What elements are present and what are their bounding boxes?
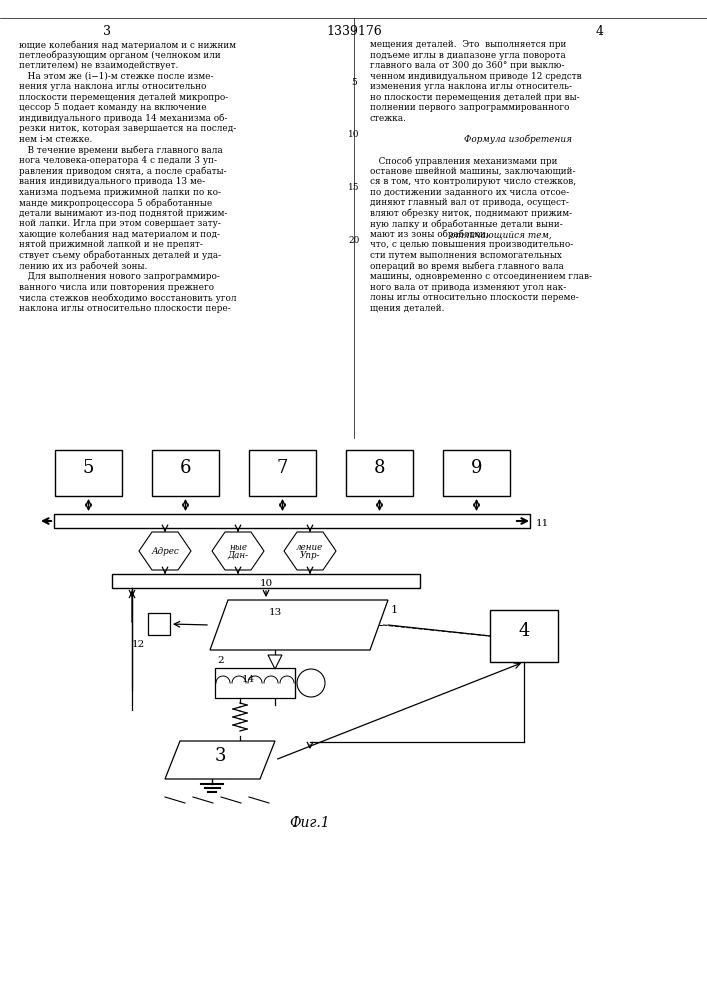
Text: 7: 7: [277, 459, 288, 477]
Text: вляют обрезку ниток, поднимают прижим-: вляют обрезку ниток, поднимают прижим-: [370, 209, 572, 218]
Text: 2: 2: [217, 656, 223, 665]
Text: 13: 13: [269, 608, 282, 617]
Text: 9: 9: [471, 459, 482, 477]
Text: ющие колебания над материалом и с нижним: ющие колебания над материалом и с нижним: [19, 40, 236, 49]
Text: индивидуального привода 14 механизма об-: индивидуального привода 14 механизма об-: [19, 114, 228, 123]
Text: лению их из рабочей зоны.: лению их из рабочей зоны.: [19, 262, 147, 271]
Text: ную лапку и обработанные детали выни-: ную лапку и обработанные детали выни-: [370, 219, 563, 229]
Text: Упр-: Упр-: [300, 550, 320, 560]
Text: 5: 5: [83, 459, 94, 477]
Text: по достижении заданного их числа отсое-: по достижении заданного их числа отсое-: [370, 188, 569, 197]
Text: ной лапки. Игла при этом совершает зату-: ной лапки. Игла при этом совершает зату-: [19, 219, 221, 228]
Text: 1: 1: [391, 605, 398, 615]
Polygon shape: [212, 532, 264, 570]
Text: 10: 10: [349, 130, 360, 139]
Bar: [346, 450, 413, 496]
Text: ханизма подъема прижимной лапки по ко-: ханизма подъема прижимной лапки по ко-: [19, 188, 221, 197]
Bar: [152, 450, 219, 496]
Bar: [54, 514, 530, 528]
Text: Дан-: Дан-: [228, 550, 249, 560]
Text: 11: 11: [536, 519, 549, 528]
Text: операций во время выбега главного вала: операций во время выбега главного вала: [370, 262, 564, 271]
Text: петлителем) не взаимодействует.: петлителем) не взаимодействует.: [19, 61, 178, 70]
Text: На этом же (i−1)-м стежке после изме-: На этом же (i−1)-м стежке после изме-: [19, 72, 214, 81]
Text: числа стежков необходимо восстановить угол: числа стежков необходимо восстановить уг…: [19, 293, 237, 303]
Text: ного вала от привода изменяют угол нак-: ного вала от привода изменяют угол нак-: [370, 283, 566, 292]
Text: 10: 10: [259, 579, 273, 588]
Bar: [148, 613, 170, 635]
Text: нятой прижимной лапкой и не препят-: нятой прижимной лапкой и не препят-: [19, 240, 203, 249]
Text: 3: 3: [214, 747, 226, 765]
Text: останове швейной машины, заключающий-: останове швейной машины, заключающий-: [370, 167, 575, 176]
Text: полнении первого запрограммированного: полнении первого запрограммированного: [370, 103, 569, 112]
Text: 4: 4: [518, 622, 530, 640]
Text: 4: 4: [596, 25, 604, 38]
Text: наклона иглы относительно плоскости пере-: наклона иглы относительно плоскости пере…: [19, 304, 230, 313]
Text: равления приводом снята, а после срабаты-: равления приводом снята, а после срабаты…: [19, 167, 227, 176]
Text: 8: 8: [374, 459, 385, 477]
Polygon shape: [284, 532, 336, 570]
Text: резки ниток, которая завершается на послед-: резки ниток, которая завершается на посл…: [19, 124, 236, 133]
Text: Формула изобретения: Формула изобретения: [464, 135, 572, 144]
Circle shape: [297, 669, 325, 697]
Text: Адрес: Адрес: [151, 546, 179, 556]
Text: щения деталей.: щения деталей.: [370, 304, 445, 313]
Text: ся в том, что контролируют число стежков,: ся в том, что контролируют число стежков…: [370, 177, 576, 186]
Text: манде микропроцессора 5 обработанные: манде микропроцессора 5 обработанные: [19, 198, 212, 208]
Polygon shape: [139, 532, 191, 570]
Text: ствует съему обработанных деталей и уда-: ствует съему обработанных деталей и уда-: [19, 251, 221, 260]
Text: ление: ление: [296, 542, 324, 552]
Text: мают из зоны обработки,: мают из зоны обработки,: [370, 230, 491, 239]
Text: 3: 3: [103, 25, 111, 38]
Bar: [112, 574, 420, 588]
Polygon shape: [268, 655, 282, 669]
Text: вания индивидуального привода 13 ме-: вания индивидуального привода 13 ме-: [19, 177, 205, 186]
Text: нога человека-оператора 4 с педали 3 уп-: нога человека-оператора 4 с педали 3 уп-: [19, 156, 217, 165]
Text: Для выполнения нового запрограммиро-: Для выполнения нового запрограммиро-: [19, 272, 220, 281]
Text: подъеме иглы в диапазоне угла поворота: подъеме иглы в диапазоне угла поворота: [370, 51, 566, 60]
Text: 1339176: 1339176: [326, 25, 382, 38]
Text: детали вынимают из-под поднятой прижим-: детали вынимают из-под поднятой прижим-: [19, 209, 228, 218]
Text: В течение времени выбега главного вала: В течение времени выбега главного вала: [19, 145, 223, 155]
Text: лоны иглы относительно плоскости переме-: лоны иглы относительно плоскости переме-: [370, 293, 579, 302]
Text: машины, одновременно с отсоединением глав-: машины, одновременно с отсоединением гла…: [370, 272, 592, 281]
Text: главного вала от 300 до 360° при выклю-: главного вала от 300 до 360° при выклю-: [370, 61, 564, 70]
Text: 6: 6: [180, 459, 192, 477]
Text: цессор 5 подает команду на включение: цессор 5 подает команду на включение: [19, 103, 206, 112]
Text: отличающийся тем,: отличающийся тем,: [450, 230, 551, 239]
Text: плоскости перемещения деталей микропро-: плоскости перемещения деталей микропро-: [19, 93, 228, 102]
Text: Способ управления механизмами при: Способ управления механизмами при: [370, 156, 558, 166]
Bar: [249, 450, 316, 496]
Text: петлеобразующим органом (челноком или: петлеобразующим органом (челноком или: [19, 51, 221, 60]
Text: что, с целью повышения производительно-: что, с целью повышения производительно-: [370, 240, 573, 249]
Text: хающие колебания над материалом и под-: хающие колебания над материалом и под-: [19, 230, 220, 239]
Polygon shape: [210, 600, 388, 650]
Text: изменения угла наклона иглы относитель-: изменения угла наклона иглы относитель-: [370, 82, 572, 91]
Text: нем i-м стежке.: нем i-м стежке.: [19, 135, 93, 144]
Text: мещения деталей.  Это  выполняется при: мещения деталей. Это выполняется при: [370, 40, 566, 49]
Polygon shape: [165, 741, 275, 779]
Text: ченном индивидуальном приводе 12 средств: ченном индивидуальном приводе 12 средств: [370, 72, 582, 81]
Text: 20: 20: [349, 236, 360, 245]
Text: 14: 14: [242, 676, 255, 684]
Text: 5: 5: [351, 78, 357, 87]
Text: сти путем выполнения вспомогательных: сти путем выполнения вспомогательных: [370, 251, 562, 260]
Text: но плоскости перемещения деталей при вы-: но плоскости перемещения деталей при вы-: [370, 93, 580, 102]
Bar: [443, 450, 510, 496]
Text: диняют главный вал от привода, осущест-: диняют главный вал от привода, осущест-: [370, 198, 569, 207]
Text: нения угла наклона иглы относительно: нения угла наклона иглы относительно: [19, 82, 206, 91]
Bar: [55, 450, 122, 496]
Bar: [490, 610, 558, 662]
Bar: [215, 668, 295, 698]
Text: 15: 15: [349, 183, 360, 192]
Text: Фиг.1: Фиг.1: [290, 816, 330, 830]
Text: стежка.: стежка.: [370, 114, 407, 123]
Text: 12: 12: [132, 640, 145, 649]
Text: ванного числа или повторения прежнего: ванного числа или повторения прежнего: [19, 283, 214, 292]
Text: ные: ные: [229, 542, 247, 552]
